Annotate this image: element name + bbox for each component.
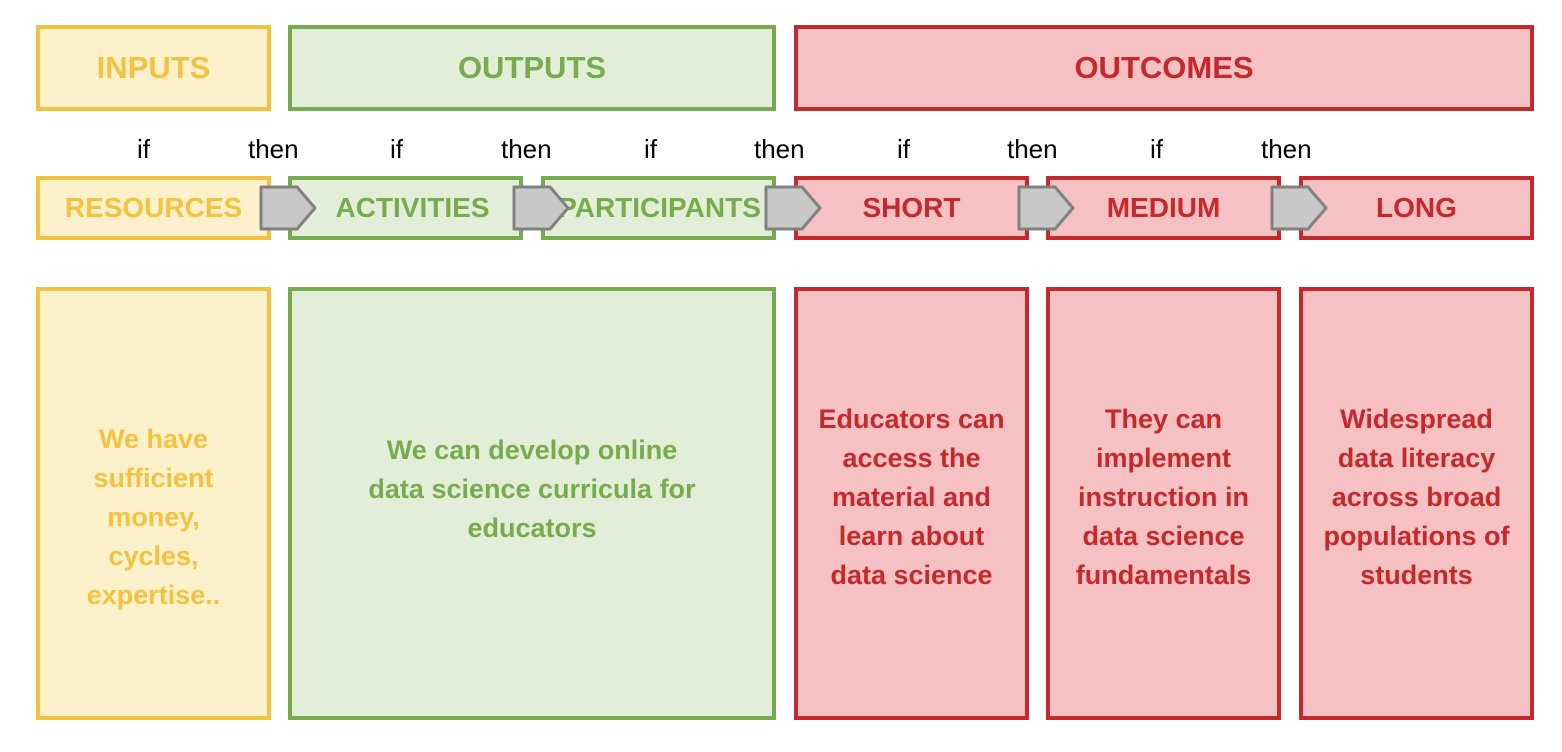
stage-resources: RESOURCES	[36, 176, 271, 240]
connector-then-4: then	[1007, 134, 1058, 164]
outputs-header-label: OUTPUTS	[457, 50, 607, 85]
outputs-header: OUTPUTS	[288, 25, 776, 111]
chevron-arrow-icon-5	[1270, 185, 1330, 231]
stage-participants-label: PARTICIPANTS	[558, 192, 761, 223]
connector-then-5: then	[1261, 134, 1312, 164]
chevron-arrow-icon-3	[764, 185, 824, 231]
stage-short-label: SHORT	[862, 192, 961, 223]
outputs-description: We can develop online data science curri…	[368, 435, 696, 543]
stage-medium: MEDIUM	[1046, 176, 1281, 240]
chevron-arrow-icon-2	[512, 185, 572, 231]
stage-long-label: LONG	[1376, 192, 1457, 223]
connector-if-1: if	[137, 134, 150, 164]
long-description-box: Widespread data literacy across broad po…	[1299, 287, 1534, 720]
medium-description-box: They can implement instruction in data s…	[1046, 287, 1281, 720]
stage-short: SHORT	[794, 176, 1029, 240]
stage-participants: PARTICIPANTS	[541, 176, 776, 240]
long-description: Widespread data literacy across broad po…	[1323, 404, 1510, 590]
outcomes-header: OUTCOMES	[794, 25, 1534, 111]
connector-if-2: if	[390, 134, 403, 164]
stage-long: LONG	[1299, 176, 1534, 240]
resources-description-box: We have sufficient money, cycles, expert…	[36, 287, 271, 720]
resources-description: We have sufficient money, cycles, expert…	[86, 424, 221, 610]
connector-then-1: then	[248, 134, 299, 164]
medium-description: They can implement instruction in data s…	[1075, 404, 1252, 590]
chevron-arrow-icon-4	[1017, 185, 1077, 231]
inputs-header: INPUTS	[36, 25, 271, 111]
outcomes-header-label: OUTCOMES	[1074, 50, 1254, 85]
stage-resources-label: RESOURCES	[64, 192, 243, 223]
connector-if-5: if	[1150, 134, 1163, 164]
chevron-arrow-icon-1	[259, 185, 319, 231]
stage-activities-label: ACTIVITIES	[335, 192, 490, 223]
stage-activities: ACTIVITIES	[288, 176, 523, 240]
inputs-header-label: INPUTS	[96, 50, 211, 85]
short-description-box: Educators can access the material and le…	[794, 287, 1029, 720]
outputs-description-box: We can develop online data science curri…	[288, 287, 776, 720]
connector-if-3: if	[644, 134, 657, 164]
short-description: Educators can access the material and le…	[818, 404, 1005, 590]
connector-if-4: if	[897, 134, 910, 164]
connector-then-3: then	[754, 134, 805, 164]
stage-medium-label: MEDIUM	[1106, 192, 1221, 223]
connector-then-2: then	[501, 134, 552, 164]
